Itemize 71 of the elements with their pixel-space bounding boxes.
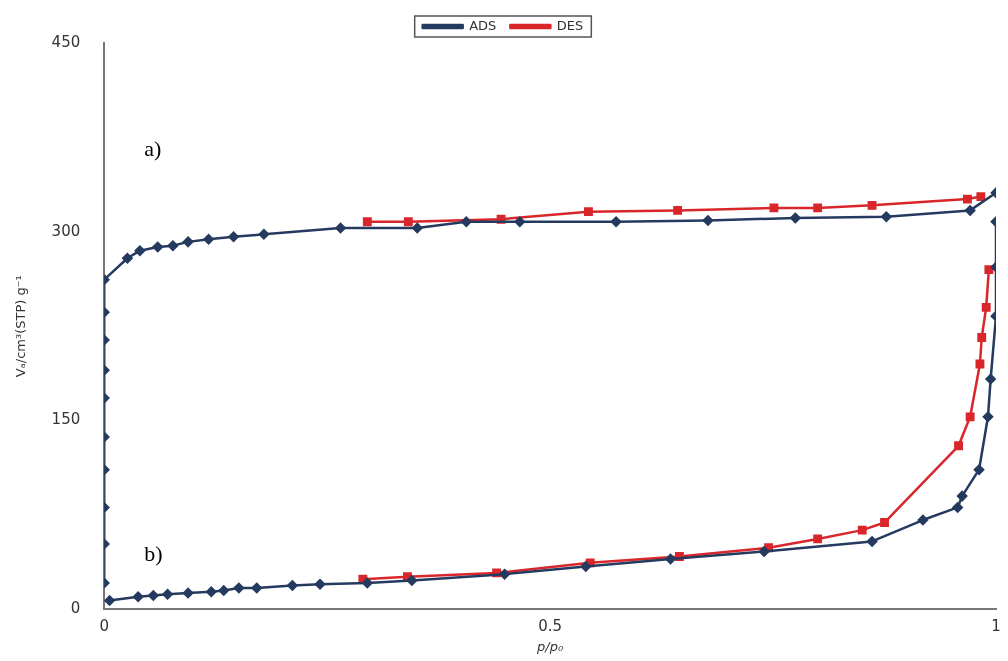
point: [673, 205, 683, 215]
point: [182, 587, 194, 599]
point: [976, 192, 986, 201]
point: [982, 411, 994, 423]
point: [411, 222, 423, 234]
y-tick-label: 450: [51, 32, 81, 51]
x-tick-label: 0: [99, 617, 109, 636]
point: [406, 575, 418, 586]
point: [134, 245, 146, 256]
point: [251, 582, 262, 594]
x-tick-label: 1: [991, 617, 1001, 636]
point: [665, 553, 676, 565]
y-axis-title: Vₐ/cm³(STP) g⁻¹: [13, 275, 29, 378]
point: [287, 580, 298, 591]
point: [167, 240, 179, 251]
point: [403, 217, 413, 227]
point: [228, 231, 239, 243]
y-tick-label: 300: [51, 221, 81, 240]
point: [362, 577, 373, 589]
point: [152, 241, 163, 253]
point: [866, 536, 878, 547]
point: [973, 464, 985, 475]
point: [584, 207, 593, 217]
point: [965, 412, 975, 422]
point: [148, 590, 159, 601]
legend-label: ADS: [469, 17, 497, 33]
point: [514, 216, 526, 227]
x-tick-label: 0.5: [538, 617, 563, 636]
y-tick-label: 0: [70, 599, 81, 618]
point: [952, 502, 963, 513]
point: [977, 333, 987, 342]
point: [984, 265, 994, 274]
point: [758, 546, 770, 557]
point: [335, 222, 346, 234]
point: [985, 373, 996, 385]
point: [132, 591, 144, 603]
y-tick-label: 150: [51, 410, 81, 429]
point: [880, 518, 889, 527]
point: [956, 490, 968, 502]
point: [917, 514, 929, 526]
point: [205, 586, 217, 598]
point: [258, 229, 270, 240]
point: [963, 194, 972, 204]
point: [203, 234, 214, 245]
point: [182, 236, 194, 248]
point: [881, 211, 892, 222]
annotation: b): [144, 541, 163, 567]
point: [964, 205, 976, 216]
point: [218, 585, 229, 596]
point: [461, 216, 472, 227]
point: [981, 302, 991, 312]
point: [162, 589, 173, 600]
annotation: a): [144, 136, 162, 162]
point: [769, 203, 779, 213]
point: [790, 212, 801, 224]
point: [954, 441, 963, 451]
x-axis-title: p/p₀: [536, 638, 564, 654]
legend-label: DES: [556, 17, 584, 33]
point: [867, 200, 877, 210]
point: [314, 578, 326, 590]
point: [813, 534, 823, 544]
point: [104, 595, 115, 606]
point: [233, 582, 245, 594]
point: [702, 215, 714, 226]
point: [580, 561, 592, 572]
point: [122, 252, 133, 264]
point: [499, 568, 510, 580]
point: [857, 525, 867, 535]
point: [362, 217, 372, 227]
point: [813, 203, 823, 213]
point: [610, 216, 622, 227]
